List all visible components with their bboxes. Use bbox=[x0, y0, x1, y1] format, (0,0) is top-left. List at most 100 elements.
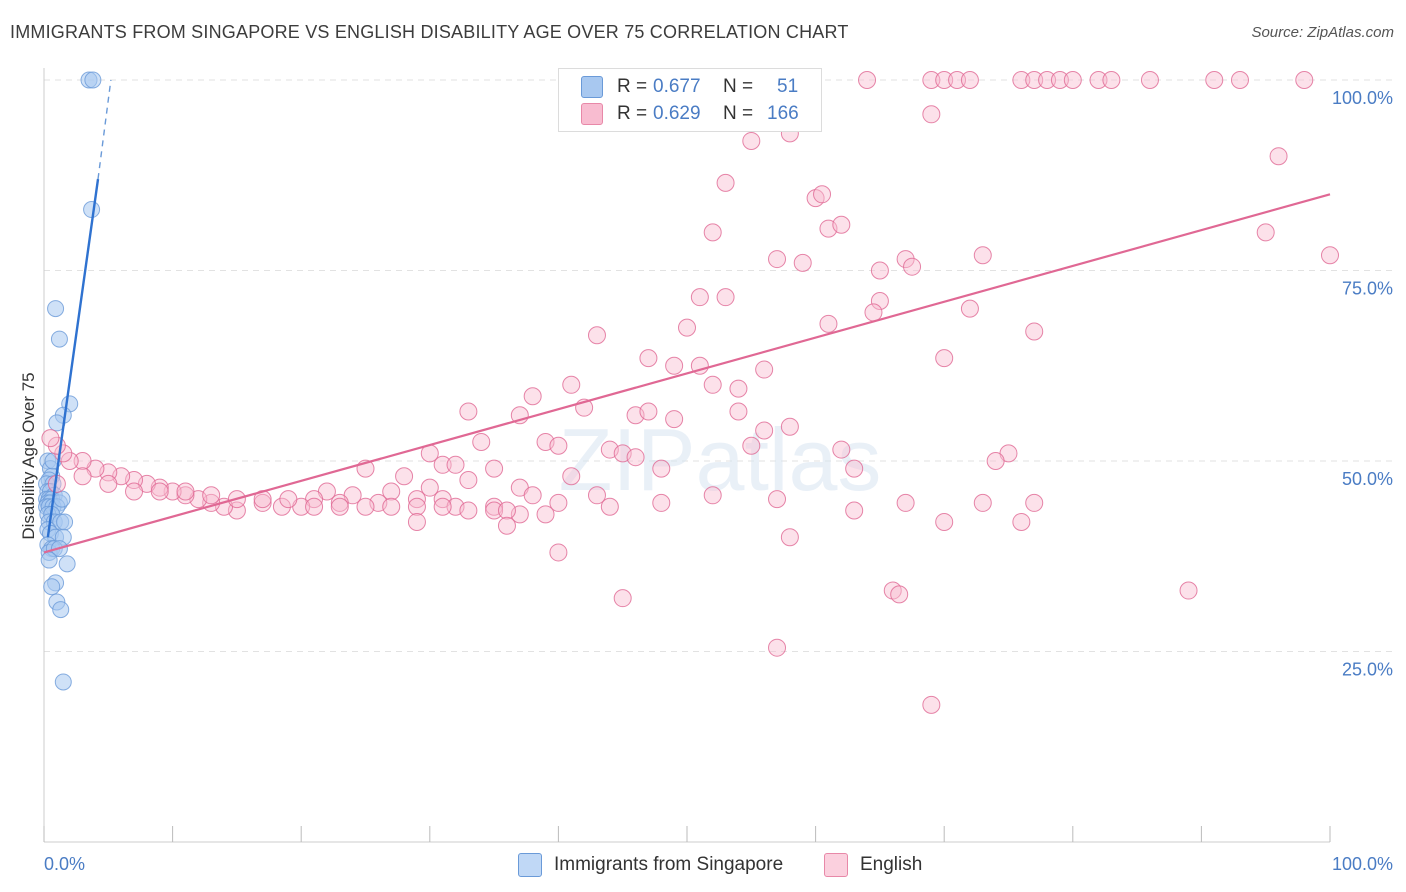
data-point bbox=[407, 512, 426, 531]
data-point bbox=[948, 71, 967, 89]
data-point bbox=[407, 497, 426, 516]
data-point bbox=[1025, 493, 1044, 512]
data-point bbox=[99, 474, 118, 493]
data-point bbox=[845, 459, 864, 478]
legend-swatch-english bbox=[581, 103, 603, 125]
data-point bbox=[279, 490, 298, 509]
data-point bbox=[382, 497, 401, 516]
data-point bbox=[813, 185, 832, 204]
data-point bbox=[459, 471, 478, 490]
data-point bbox=[768, 490, 787, 509]
data-point bbox=[73, 452, 92, 470]
data-point bbox=[562, 375, 581, 394]
data-point bbox=[870, 291, 889, 310]
tick-labels: 25.0% 50.0% 75.0% 100.0% 0.0% 100.0% bbox=[44, 88, 1393, 874]
data-point bbox=[497, 501, 516, 520]
data-point bbox=[780, 528, 799, 547]
data-point bbox=[870, 261, 889, 280]
data-point bbox=[433, 455, 452, 474]
data-point bbox=[652, 493, 671, 512]
data-point bbox=[652, 459, 671, 478]
data-point bbox=[587, 326, 606, 345]
data-point bbox=[549, 436, 568, 455]
legend-n-label: N = bbox=[723, 103, 754, 124]
data-point bbox=[613, 589, 632, 608]
data-point bbox=[562, 467, 581, 486]
data-point bbox=[1038, 71, 1057, 89]
data-point bbox=[549, 543, 568, 562]
data-point bbox=[742, 131, 761, 150]
data-point bbox=[703, 375, 722, 394]
y-tick-label: 25.0% bbox=[1342, 660, 1393, 680]
data-point bbox=[43, 578, 61, 596]
data-point bbox=[587, 486, 606, 505]
data-point bbox=[446, 455, 465, 474]
data-point bbox=[896, 250, 915, 269]
data-point bbox=[716, 173, 735, 192]
trend-line-english bbox=[43, 193, 1331, 554]
data-point bbox=[150, 482, 169, 501]
data-point bbox=[896, 493, 915, 512]
series-legend-english[interactable]: English bbox=[824, 852, 922, 878]
data-point bbox=[41, 429, 60, 448]
data-point bbox=[536, 505, 555, 524]
legend-r-value: 0.629 bbox=[653, 103, 701, 124]
data-point bbox=[986, 452, 1005, 470]
chart-title: IMMIGRANTS FROM SINGAPORE VS ENGLISH DIS… bbox=[10, 22, 849, 42]
data-point bbox=[485, 459, 504, 478]
data-point bbox=[382, 482, 401, 501]
data-point bbox=[83, 201, 101, 219]
data-point bbox=[1295, 71, 1314, 89]
data-point bbox=[755, 421, 774, 440]
data-point bbox=[703, 486, 722, 505]
data-point bbox=[176, 482, 195, 501]
data-point bbox=[960, 71, 979, 89]
data-point bbox=[84, 71, 102, 89]
data-point bbox=[1102, 71, 1121, 89]
data-point bbox=[497, 516, 516, 535]
y-tick-label: 50.0% bbox=[1342, 469, 1393, 489]
data-point bbox=[922, 71, 941, 89]
series-legend-singapore[interactable]: Immigrants from Singapore bbox=[518, 852, 783, 878]
data-point bbox=[1012, 71, 1031, 89]
data-point bbox=[1050, 71, 1069, 89]
data-point bbox=[1179, 581, 1198, 600]
data-point bbox=[639, 402, 658, 421]
data-point bbox=[1025, 71, 1044, 89]
data-point bbox=[1012, 512, 1031, 531]
data-point bbox=[1269, 147, 1288, 166]
trend-line-singapore-extension bbox=[97, 79, 112, 180]
legend-r-label: R = bbox=[617, 76, 648, 97]
data-point bbox=[780, 417, 799, 436]
data-point bbox=[845, 501, 864, 520]
data-point bbox=[549, 493, 568, 512]
watermark: ZIPatlas bbox=[559, 410, 882, 509]
data-point bbox=[253, 493, 272, 512]
data-point bbox=[935, 71, 954, 89]
data-point bbox=[1063, 71, 1082, 89]
data-point bbox=[626, 448, 645, 467]
data-point bbox=[665, 410, 684, 429]
data-point bbox=[935, 349, 954, 368]
data-point bbox=[523, 486, 542, 505]
data-point bbox=[523, 387, 542, 406]
data-point bbox=[729, 402, 748, 421]
data-point bbox=[472, 432, 491, 451]
legend-n-label: N = bbox=[723, 76, 754, 97]
data-point bbox=[935, 512, 954, 531]
data-point bbox=[858, 71, 877, 89]
data-point bbox=[202, 486, 221, 505]
data-point bbox=[52, 601, 70, 619]
data-point bbox=[1230, 71, 1249, 89]
data-point bbox=[703, 223, 722, 242]
data-point bbox=[793, 253, 812, 272]
data-point bbox=[47, 300, 65, 318]
legend-row-english: R = 0.629 N = 166 bbox=[581, 101, 799, 127]
data-point bbox=[690, 288, 709, 307]
x-tick-label: 0.0% bbox=[44, 854, 85, 874]
data-point bbox=[1140, 71, 1159, 89]
data-point bbox=[600, 497, 619, 516]
data-point bbox=[125, 482, 144, 501]
data-point bbox=[459, 501, 478, 520]
